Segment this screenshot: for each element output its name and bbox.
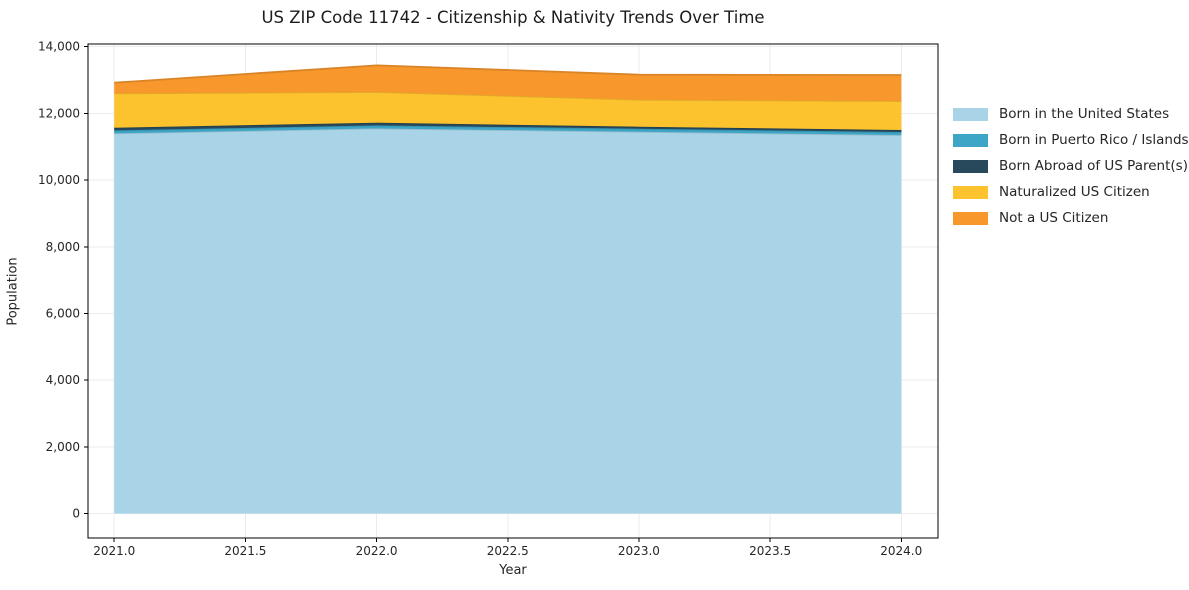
legend-label: Not a US Citizen bbox=[999, 210, 1109, 226]
legend: Born in the United States Born in Puerto … bbox=[953, 101, 1189, 231]
y-tick-label: 14,000 bbox=[38, 40, 80, 54]
legend-label: Naturalized US Citizen bbox=[999, 184, 1150, 200]
legend-item: Born in the United States bbox=[953, 101, 1189, 127]
area-edge-not-a-us-citizen bbox=[114, 64, 902, 84]
legend-swatch bbox=[953, 133, 988, 147]
legend-label: Born in Puerto Rico / Islands bbox=[999, 132, 1189, 148]
x-tick-label: 2022.5 bbox=[487, 544, 529, 558]
plot-frame bbox=[87, 43, 939, 539]
y-axis-label: Population bbox=[5, 257, 21, 326]
x-tick-label: 2021.5 bbox=[224, 544, 266, 558]
x-tick-label: 2024.0 bbox=[880, 544, 922, 558]
legend-swatch bbox=[953, 211, 988, 225]
legend-label: Born in the United States bbox=[999, 106, 1170, 122]
x-tick-label: 2022.0 bbox=[356, 544, 398, 558]
area-born-abroad-of-us-parent-s- bbox=[114, 122, 902, 133]
y-tick-label: 10,000 bbox=[38, 173, 80, 187]
y-tick-label: 2,000 bbox=[46, 440, 80, 454]
y-tick-label: 4,000 bbox=[46, 373, 80, 387]
legend-swatch bbox=[953, 107, 988, 121]
area-born-in-the-united-states bbox=[114, 128, 902, 514]
area-naturalized-us-citizen bbox=[114, 92, 902, 131]
legend-item: Not a US Citizen bbox=[953, 205, 1189, 231]
x-axis-label: Year bbox=[499, 563, 527, 578]
area-not-a-us-citizen bbox=[114, 65, 902, 102]
x-tick-label: 2023.5 bbox=[749, 544, 791, 558]
legend-label: Born Abroad of US Parent(s) bbox=[999, 158, 1188, 174]
legend-item: Born Abroad of US Parent(s) bbox=[953, 153, 1189, 179]
legend-item: Born in Puerto Rico / Islands bbox=[953, 127, 1189, 153]
chart-title: US ZIP Code 11742 - Citizenship & Nativi… bbox=[261, 8, 765, 27]
x-tick-label: 2021.0 bbox=[93, 544, 135, 558]
legend-swatch bbox=[953, 159, 988, 173]
legend-swatch bbox=[953, 185, 988, 199]
y-tick-label: 6,000 bbox=[46, 307, 80, 321]
y-tick-label: 12,000 bbox=[38, 106, 80, 120]
area-born-in-puerto-rico-islands bbox=[114, 125, 902, 136]
y-tick-label: 8,000 bbox=[46, 240, 80, 254]
y-tick-label: 0 bbox=[72, 507, 80, 521]
legend-item: Naturalized US Citizen bbox=[953, 179, 1189, 205]
x-tick-label: 2023.0 bbox=[618, 544, 660, 558]
